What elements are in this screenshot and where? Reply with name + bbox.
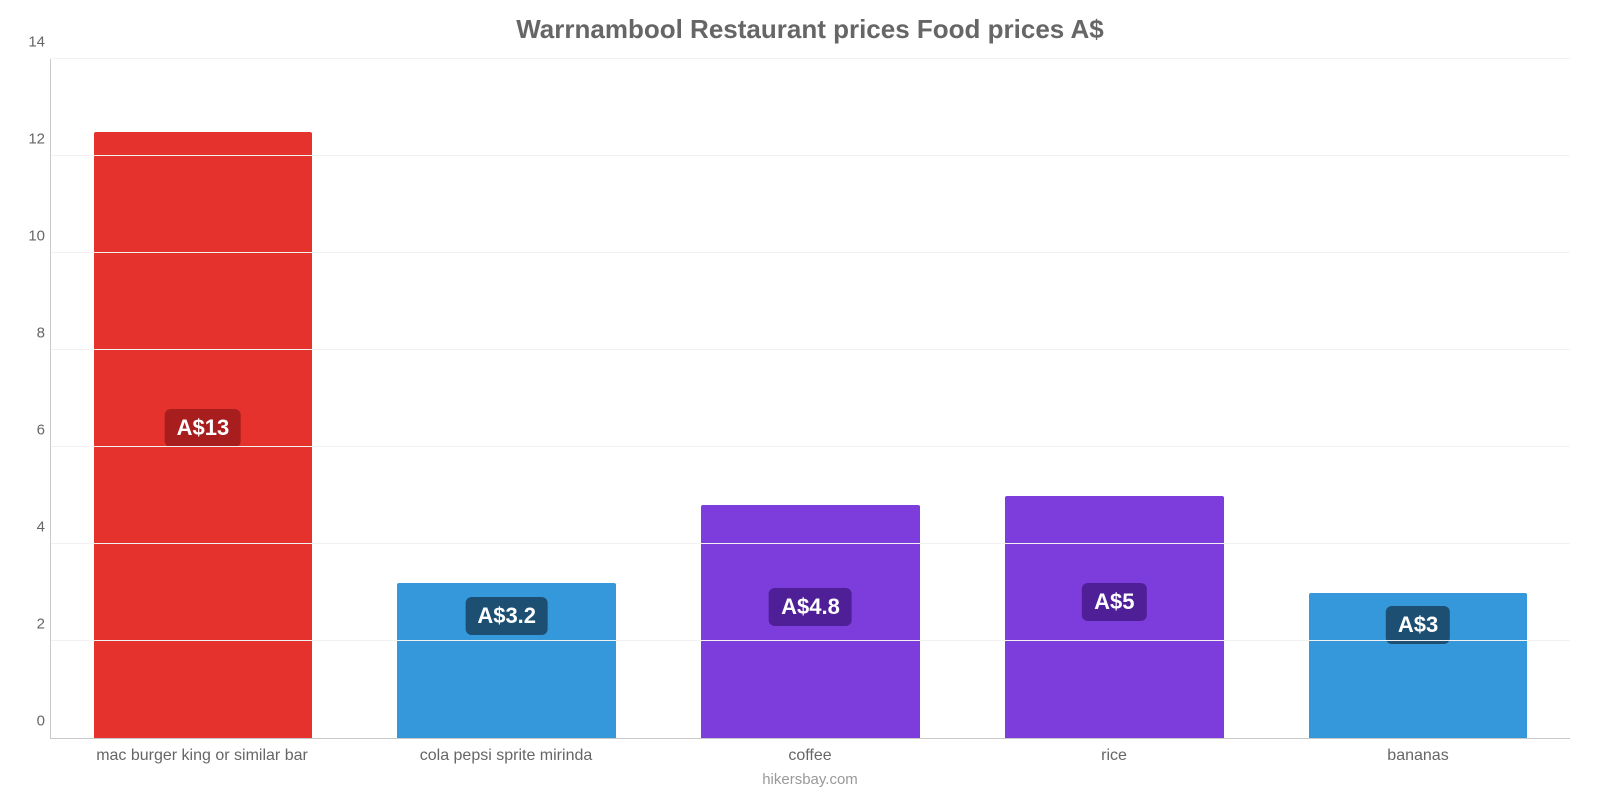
gridline — [51, 155, 1570, 156]
x-axis-labels: mac burger king or similar barcola pepsi… — [50, 747, 1570, 765]
bar-slot: A$3 — [1266, 59, 1570, 738]
gridline — [51, 640, 1570, 641]
chart-caption: hikersbay.com — [50, 771, 1570, 788]
x-tick-label: mac burger king or similar bar — [50, 747, 354, 765]
y-tick-label: 6 — [11, 422, 45, 439]
bar: A$4.8 — [701, 505, 920, 738]
gridline — [51, 446, 1570, 447]
x-tick-label: rice — [962, 747, 1266, 765]
value-badge: A$5 — [1082, 583, 1146, 621]
gridline — [51, 543, 1570, 544]
gridline — [51, 349, 1570, 350]
plot-area: A$13A$3.2A$4.8A$5A$3 02468101214 — [50, 59, 1570, 739]
bar: A$3.2 — [397, 583, 616, 738]
bar: A$13 — [94, 132, 313, 738]
chart-title: Warrnambool Restaurant prices Food price… — [50, 14, 1570, 45]
y-tick-label: 0 — [11, 713, 45, 730]
value-badge: A$13 — [165, 409, 242, 447]
y-tick-label: 12 — [11, 131, 45, 148]
bars-container: A$13 A$3.2 A$4.8 A$5 A$3 — [51, 59, 1570, 738]
value-badge: A$3 — [1386, 606, 1450, 644]
x-tick-label: coffee — [658, 747, 962, 765]
value-badge: A$4.8 — [769, 588, 852, 626]
y-tick-label: 8 — [11, 325, 45, 342]
bar-slot: A$5 — [962, 59, 1266, 738]
y-tick-label: 2 — [11, 616, 45, 633]
gridline — [51, 58, 1570, 59]
gridline — [51, 252, 1570, 253]
value-badge: A$3.2 — [465, 597, 548, 635]
y-tick-label: 4 — [11, 519, 45, 536]
bar-slot: A$4.8 — [659, 59, 963, 738]
bar: A$5 — [1005, 496, 1224, 739]
x-tick-label: cola pepsi sprite mirinda — [354, 747, 658, 765]
y-tick-label: 14 — [11, 34, 45, 51]
bar-slot: A$13 — [51, 59, 355, 738]
bar: A$3 — [1309, 593, 1528, 739]
price-bar-chart: Warrnambool Restaurant prices Food price… — [0, 0, 1600, 800]
y-tick-label: 10 — [11, 228, 45, 245]
bar-slot: A$3.2 — [355, 59, 659, 738]
x-tick-label: bananas — [1266, 747, 1570, 765]
